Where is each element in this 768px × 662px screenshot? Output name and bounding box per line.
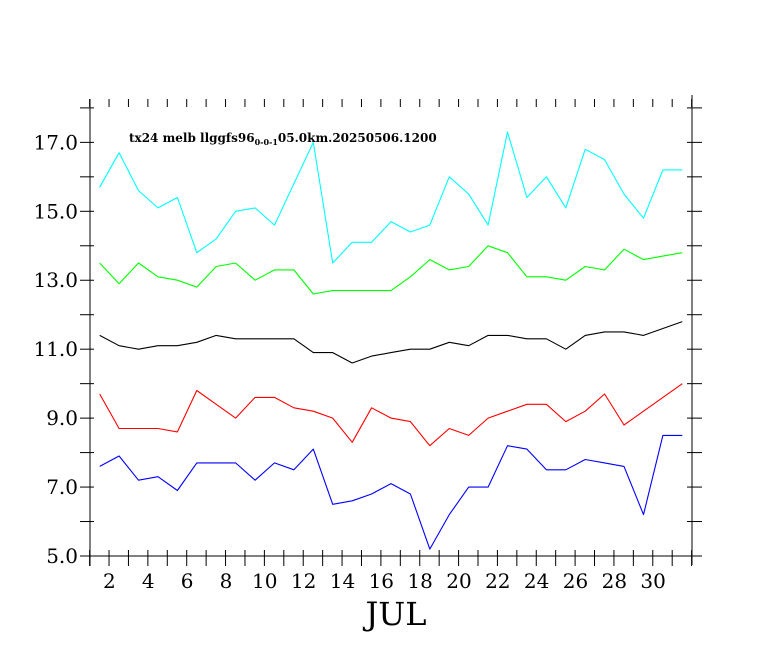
x-tick-label: 20	[446, 569, 471, 593]
y-axis: 5.0 7.0 9.0 11.0 13.0 15.0 17.0	[33, 107, 702, 568]
y-tick-label: 17.0	[33, 130, 78, 154]
chart-title: tx24 melb llggfs960-0-105.0km.20250506.1…	[129, 131, 437, 147]
series-lines	[99, 131, 683, 550]
x-tick-label: 12	[291, 569, 316, 593]
y-tick-label: 9.0	[46, 406, 78, 430]
y-tick-label: 11.0	[33, 337, 78, 361]
x-axis: 2 4 6 8 10 12 14 16 18 20 22 24 26 28 30	[89, 99, 693, 593]
x-tick-label: 8	[220, 569, 233, 593]
chart-title-suffix: 05.0km.20250506.1200	[278, 131, 437, 145]
series-line-5	[99, 434, 683, 550]
y-tick-label: 13.0	[33, 268, 78, 292]
series-line-1	[99, 131, 683, 264]
series-line-4	[99, 383, 683, 447]
series-line-3	[99, 321, 683, 364]
x-axis-title: JUL	[362, 595, 426, 633]
x-tick-label: 24	[524, 569, 549, 593]
series-line-2	[99, 245, 683, 295]
x-tick-label: 18	[407, 569, 432, 593]
x-tick-label: 22	[485, 569, 510, 593]
plot-frame	[89, 95, 693, 566]
chart-title-subscript: 0-0-1	[255, 137, 278, 147]
x-tick-label: 14	[330, 569, 355, 593]
y-tick-label: 5.0	[46, 544, 78, 568]
x-tick-label: 6	[181, 569, 194, 593]
x-tick-label: 10	[252, 569, 277, 593]
chart-title-main: tx24 melb llggfs96	[129, 131, 255, 145]
y-tick-label: 7.0	[46, 475, 78, 499]
x-tick-label: 2	[103, 569, 116, 593]
x-tick-label: 28	[602, 569, 627, 593]
x-tick-label: 4	[142, 569, 155, 593]
x-tick-label: 30	[640, 569, 665, 593]
x-tick-label: 16	[369, 569, 394, 593]
x-tick-label: 26	[563, 569, 588, 593]
y-tick-label: 15.0	[33, 199, 78, 223]
